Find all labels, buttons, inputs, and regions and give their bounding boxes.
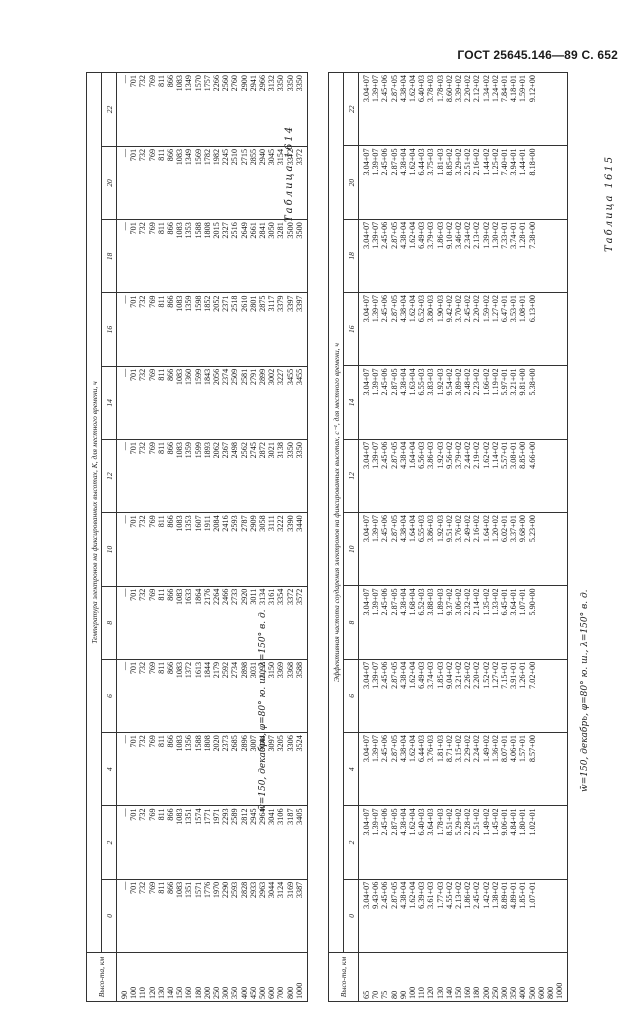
table-1614-time-18: 18 [101, 219, 117, 293]
table-1614-column-12: — 701 732 769 811 866 1083 1359 1599 189… [116, 439, 308, 513]
table-1614-time-10: 10 [101, 512, 117, 587]
table-1615-time-22: 22 [343, 72, 359, 146]
table-1614-time-0: 0 [101, 879, 117, 953]
table-1614-column-16: — 701 732 769 811 866 1083 1359 1598 185… [116, 292, 308, 367]
table-1615-column-14: 3.04+07 1.39+07 2.45+06 2.87+05 4.38+04 … [358, 365, 568, 440]
table-1615-block: Таблица 1615 w̄=150, декабрь, φ=80° ю. ш… [304, 52, 630, 1012]
table-1615-time-8: 8 [343, 585, 359, 660]
table-1614-time-2: 2 [101, 805, 117, 880]
table-1614-column-4: — 701 732 769 811 866 1083 1356 1588 180… [116, 732, 308, 806]
table-1615-column-6: 3.04+07 1.39+07 2.45+06 2.87+05 4.38+04 … [358, 659, 568, 733]
table-1614-time-8: 8 [101, 586, 117, 660]
table-1614-column-2: — 701 732 769 811 866 1083 1351 1574 177… [116, 805, 308, 880]
table-1614-subcaption: Температура электронов на фиксированных … [86, 72, 102, 953]
table-1615-column-22: 3.04+07 1.39+07 2.45+06 2.87+05 4.38+04 … [358, 72, 568, 146]
table-1614-height-column: 90 100 110 120 130 140 150 160 180 200 2… [116, 952, 308, 1002]
table-1615-column-12: 3.04+07 1.39+07 2.45+06 2.87+05 4.38+04 … [358, 439, 568, 513]
table-1614-time-20: 20 [101, 146, 117, 220]
table-1614-column-6: — 701 732 769 811 866 1083 1372 1613 184… [116, 659, 308, 733]
table-1615-time-14: 14 [343, 365, 359, 440]
table-1615-column-8: 3.04+07 1.39+07 2.45+06 2.87+05 4.38+04 … [358, 585, 568, 660]
table-1614-column-18: — 701 732 769 811 866 1083 1353 1588 180… [116, 219, 308, 293]
table-1615-subcaption: Эффективная частота соударения электроно… [328, 72, 344, 953]
table-1615-column-20: 3.04+07 1.39+07 2.45+06 2.87+05 4.38+04 … [358, 145, 568, 220]
table-1614-time-12: 12 [101, 439, 117, 513]
table-1615-time-12: 12 [343, 439, 359, 513]
table-1615-time-10: 10 [343, 512, 359, 586]
table-1615-column-18: 3.04+07 1.39+07 2.45+06 2.87+05 4.38+04 … [358, 219, 568, 293]
table-1614-time-22: 22 [101, 72, 117, 147]
table-1614-column-14: — 701 732 769 811 866 1083 1360 1599 184… [116, 366, 308, 440]
table-1614-column-8: — 701 732 769 811 866 1083 1633 1864 217… [116, 586, 308, 660]
table-1615-time-6: 6 [343, 659, 359, 733]
height-header: Высо-та, км [328, 952, 359, 1002]
table-1615-caption: w̄=150, декабрь, φ=80° ю. ш., λ=150° в. … [580, 589, 590, 792]
table-1614: Высо-та, км Температура электронов на фи… [86, 72, 308, 1002]
table-1615-time-18: 18 [343, 219, 359, 293]
table-1614-column-22: — 701 732 769 811 866 1083 1349 1570 175… [116, 72, 308, 147]
height-header: Высо-та, км [86, 952, 117, 1002]
table-1614-block: Таблица 1614 w̄=150, декабрь, φ=80° ю. ш… [62, 52, 312, 1012]
table-1614-time-4: 4 [101, 732, 117, 806]
table-1615: Высо-та, км Эффективная частота соударен… [328, 72, 568, 1002]
table-1615-time-20: 20 [343, 145, 359, 220]
table-1614-time-14: 14 [101, 366, 117, 440]
page-header: ГОСТ 25645.146—89 С. 652 [457, 48, 618, 62]
table-1615-column-2: 3.04+07 1.39+07 2.45+06 2.87+05 4.38+04 … [358, 805, 568, 880]
table-1615-column-10: 3.04+07 1.39+07 2.45+06 2.87+05 4.38+04 … [358, 512, 568, 586]
table-1614-time-16: 16 [101, 292, 117, 367]
table-1615-column-4: 3.04+07 1.39+07 2.45+06 2.87+05 4.38+04 … [358, 732, 568, 806]
table-1615-name: Таблица 1615 [604, 154, 615, 252]
table-1614-column-10: — 701 732 769 811 866 1083 1353 1607 191… [116, 512, 308, 587]
table-1615-time-4: 4 [343, 732, 359, 806]
table-1615-time-16: 16 [343, 292, 359, 366]
table-1615-height-column: 65 70 75 80 90 100 110 120 130 140 150 1… [358, 952, 568, 1002]
table-1615-column-16: 3.04+07 1.39+07 2.45+06 2.87+05 4.38+04 … [358, 292, 568, 366]
table-1614-column-20: — 701 732 769 811 866 1083 1349 1569 178… [116, 146, 308, 220]
table-1615-column-0: 3.04+07 9.43+06 2.45+06 2.87+05 4.38+04 … [358, 879, 568, 953]
table-1614-column-0: — 701 732 769 811 866 1083 1351 1571 177… [116, 879, 308, 953]
table-1615-time-0: 0 [343, 879, 359, 953]
table-1615-time-2: 2 [343, 805, 359, 880]
table-1614-time-6: 6 [101, 659, 117, 733]
